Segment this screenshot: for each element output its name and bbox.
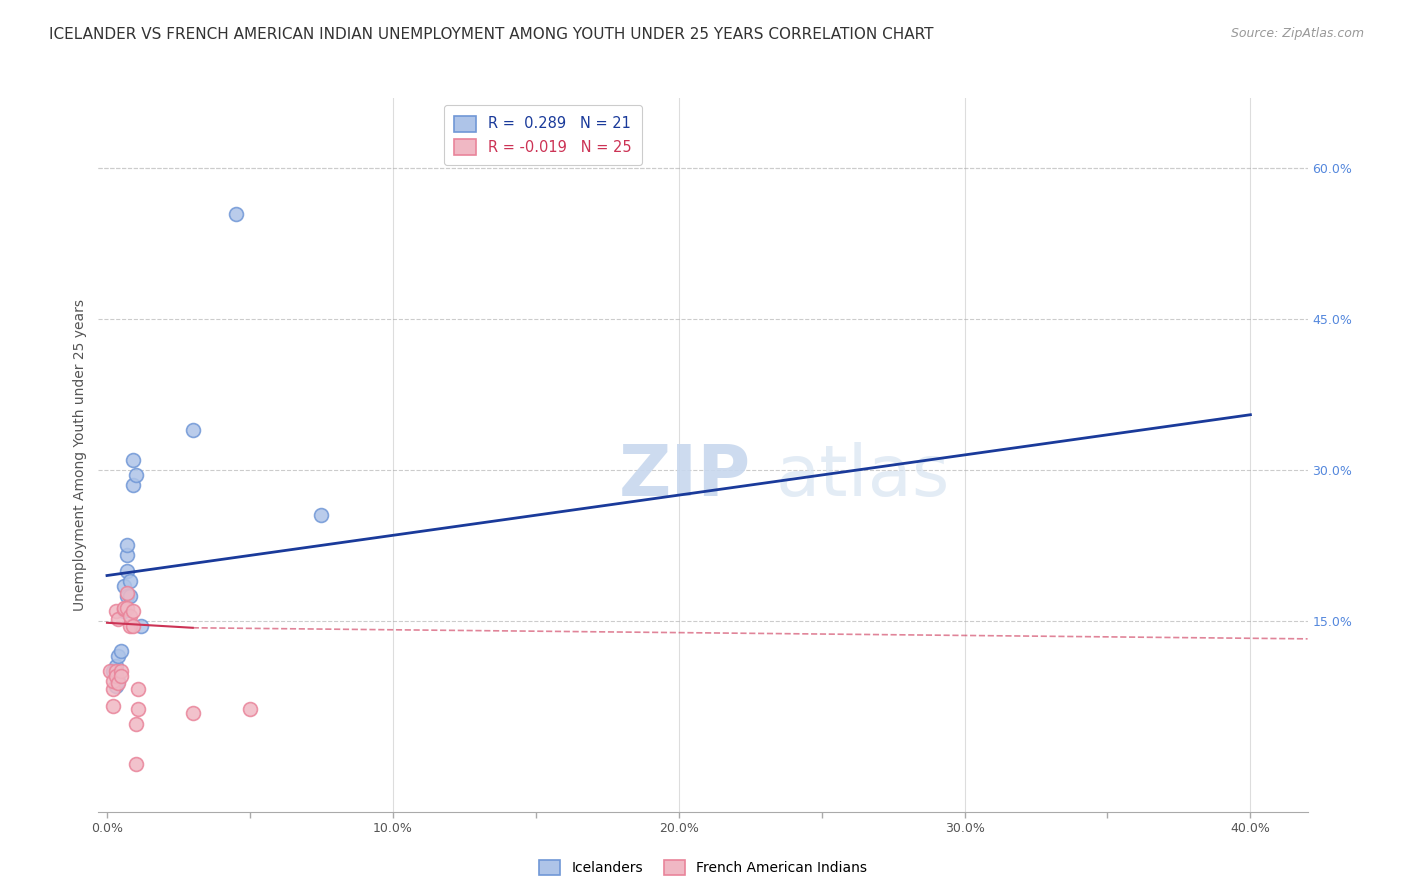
Point xyxy=(110,669,132,683)
Point xyxy=(121,478,143,492)
Point xyxy=(101,699,124,714)
Point xyxy=(110,644,132,658)
Point xyxy=(101,664,124,678)
Point xyxy=(118,589,141,603)
Point xyxy=(121,619,143,633)
Text: ZIP: ZIP xyxy=(619,442,751,511)
Point xyxy=(107,674,129,689)
Point xyxy=(104,659,127,673)
Point xyxy=(239,702,262,716)
Point xyxy=(115,585,138,599)
Point xyxy=(225,207,247,221)
Point xyxy=(124,757,146,772)
Point xyxy=(118,574,141,588)
Legend: R =  0.289   N = 21, R = -0.019   N = 25: R = 0.289 N = 21, R = -0.019 N = 25 xyxy=(444,105,643,165)
Point xyxy=(311,508,333,523)
Text: ICELANDER VS FRENCH AMERICAN INDIAN UNEMPLOYMENT AMONG YOUTH UNDER 25 YEARS CORR: ICELANDER VS FRENCH AMERICAN INDIAN UNEM… xyxy=(49,27,934,42)
Point xyxy=(112,601,135,615)
Point xyxy=(107,676,129,690)
Point xyxy=(107,612,129,626)
Point xyxy=(112,604,135,618)
Legend: Icelanders, French American Indians: Icelanders, French American Indians xyxy=(534,855,872,880)
Point xyxy=(127,702,149,716)
Point xyxy=(104,664,127,678)
Point xyxy=(129,619,152,633)
Point xyxy=(112,600,135,615)
Point xyxy=(181,423,204,437)
Point xyxy=(107,648,129,663)
Point xyxy=(104,679,127,693)
Point xyxy=(104,604,127,618)
Point xyxy=(101,682,124,697)
Point xyxy=(115,589,138,603)
Point xyxy=(121,604,143,618)
Point xyxy=(115,538,138,552)
Point xyxy=(112,578,135,592)
Point xyxy=(121,453,143,467)
Text: Source: ZipAtlas.com: Source: ZipAtlas.com xyxy=(1230,27,1364,40)
Point xyxy=(124,468,146,483)
Point xyxy=(181,706,204,721)
Point xyxy=(118,619,141,633)
Y-axis label: Unemployment Among Youth under 25 years: Unemployment Among Youth under 25 years xyxy=(73,299,87,611)
Point xyxy=(127,682,149,697)
Point xyxy=(115,549,138,563)
Text: atlas: atlas xyxy=(776,442,950,511)
Point xyxy=(115,600,138,615)
Point xyxy=(115,564,138,578)
Point xyxy=(124,717,146,731)
Point xyxy=(98,664,121,678)
Point xyxy=(110,664,132,678)
Point xyxy=(101,674,124,689)
Point xyxy=(118,608,141,623)
Point xyxy=(104,669,127,683)
